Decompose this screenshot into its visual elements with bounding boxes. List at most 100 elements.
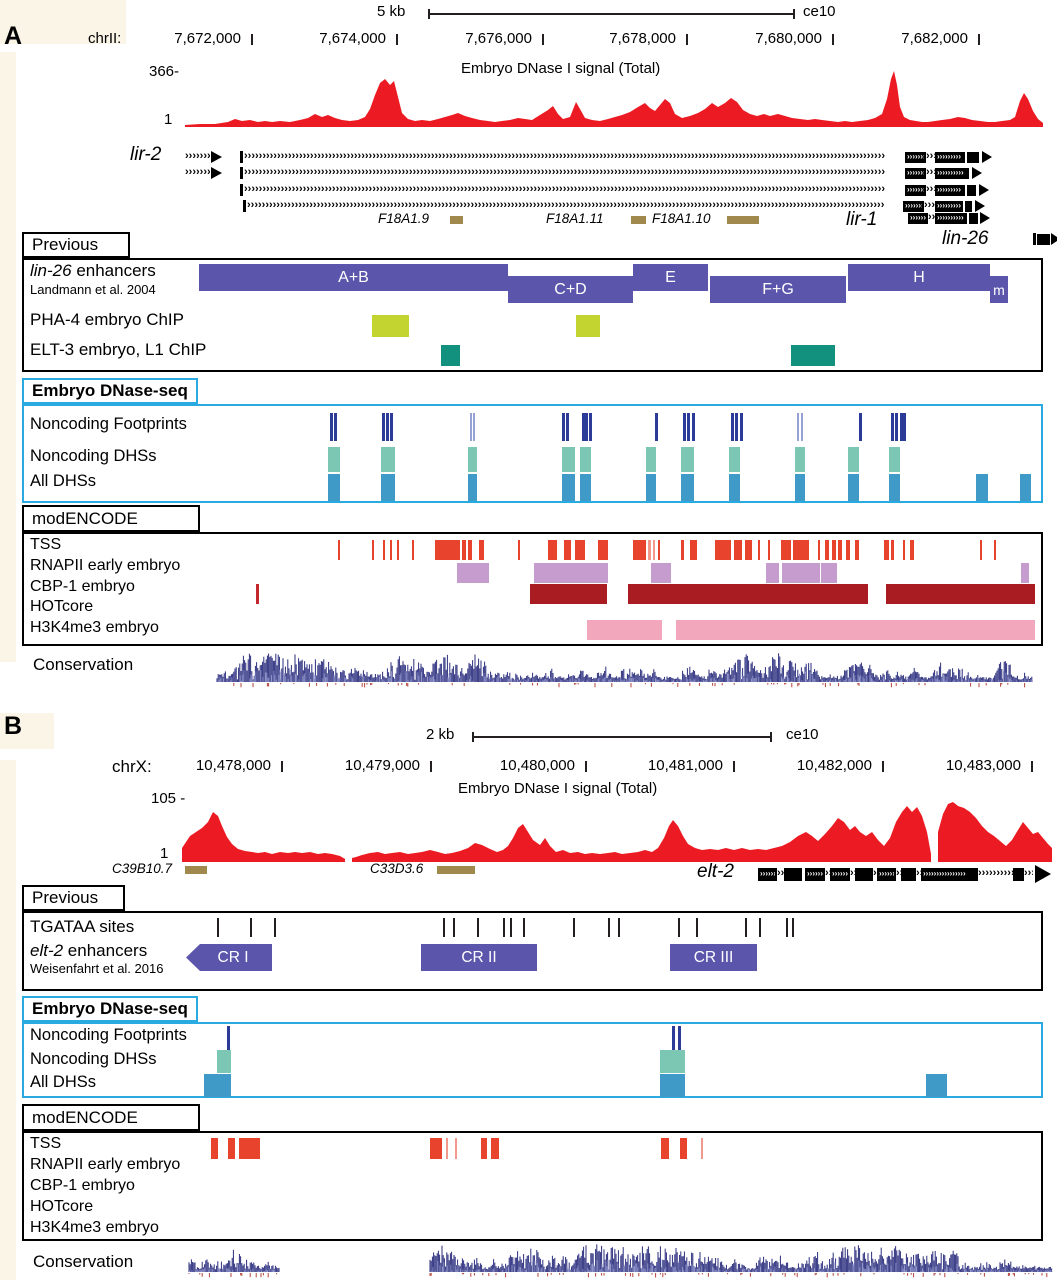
tgataa-tick xyxy=(453,918,455,937)
coordinate-label: 7,676,000 xyxy=(465,30,532,47)
noncoding-dhs-box xyxy=(889,447,900,472)
gene-chevrons: ››››››› xyxy=(832,869,848,879)
all-dhs-box xyxy=(580,474,591,501)
dnase-row-label: Noncoding Footprints xyxy=(30,415,187,433)
tss-mark xyxy=(825,540,829,560)
gene-arrowhead xyxy=(211,151,222,163)
all-dhs-box xyxy=(1020,474,1031,501)
coordinate-label: 10,480,000 xyxy=(499,757,575,774)
coordinate-tick xyxy=(686,34,688,45)
all-dhs-box xyxy=(848,474,859,501)
footprint-tick xyxy=(589,413,592,441)
gene-chevrons: ›››››› xyxy=(879,869,894,879)
rnapii-box xyxy=(457,563,489,583)
scale-bar-end-tick xyxy=(472,732,474,742)
tss-mark xyxy=(768,540,770,560)
tgataa-tick xyxy=(503,918,505,937)
footprint-tick xyxy=(386,413,389,441)
previous-box-label-b: Previous xyxy=(22,885,125,911)
gene-chevrons: ››››››› xyxy=(910,213,926,223)
modencode-row-label: TSS xyxy=(30,536,62,553)
footprint-tick-light xyxy=(801,413,803,441)
tss-mark xyxy=(653,540,655,560)
tgataa-tick xyxy=(573,918,575,937)
coordinate-tick xyxy=(585,761,587,772)
tgataa-tick xyxy=(523,918,525,937)
tgataa-track-label: TGATAA sites xyxy=(30,917,135,936)
footprint-tick xyxy=(900,413,903,441)
footprint-tick xyxy=(687,413,690,441)
gene-start-bar xyxy=(240,184,243,196)
tss-mark xyxy=(781,540,791,560)
gene-chevrons: ›››› xyxy=(896,867,901,880)
gene-exon xyxy=(935,184,965,196)
gene-start-bar xyxy=(243,200,246,212)
previous-track-box-b xyxy=(22,911,1043,991)
modencode-box-label-a: modENCODE xyxy=(22,505,200,532)
all-dhs-box xyxy=(381,474,395,501)
tgataa-tick xyxy=(696,918,698,937)
tss-mark xyxy=(846,540,850,560)
gene-chevrons: ››››› xyxy=(926,183,935,196)
dnase-row-label: All DHSs xyxy=(30,472,97,490)
footprint-tick xyxy=(562,413,565,441)
orf-label: F18A1.10 xyxy=(652,211,711,226)
coordinate-tick xyxy=(430,761,432,772)
all-dhs-box xyxy=(468,474,477,501)
gene-chevrons: ››››››› xyxy=(905,201,922,211)
enhancer-box-C+D: C+D xyxy=(508,276,633,303)
coordinate-label: 10,478,000 xyxy=(195,757,271,774)
gene-arrowhead xyxy=(979,184,989,196)
enhancer-track-sublabel-a: Landmann et al. 2004 xyxy=(30,282,156,297)
footprint-tick xyxy=(585,413,588,441)
tss-mark xyxy=(575,540,585,560)
gene-exon xyxy=(935,167,969,179)
cbp1-tick xyxy=(256,584,259,604)
dnase-row-label: Noncoding Footprints xyxy=(30,1026,187,1044)
gene-exon xyxy=(908,212,928,224)
previous-box-label-text-b: Previous xyxy=(32,888,99,907)
rnapii-box xyxy=(1021,563,1029,583)
orf-label: C39B10.7 xyxy=(112,861,173,876)
gene-exon xyxy=(967,184,976,196)
scale-label-b: 2 kb xyxy=(426,726,455,743)
enhancer-track-label-gene-a: lin-26 xyxy=(30,261,72,280)
orf-box xyxy=(185,866,207,874)
footprint-tick xyxy=(891,413,894,441)
footprint-tick xyxy=(330,413,333,441)
dnase-signal-A xyxy=(185,71,1043,127)
tgataa-tick xyxy=(759,918,761,937)
tgataa-tick xyxy=(443,918,445,937)
tss-mark xyxy=(681,540,684,560)
elt3-track-label: ELT-3 embryo, L1 ChIP xyxy=(30,340,207,359)
enhancer-box-CRII: CR II xyxy=(421,944,537,971)
tss-mark xyxy=(680,1138,687,1159)
orf-box xyxy=(450,216,463,224)
footprint-tick xyxy=(582,413,585,441)
modencode-box-label-text-b: modENCODE xyxy=(32,1107,138,1127)
tss-mark xyxy=(455,1138,457,1159)
previous-box-label-a: Previous xyxy=(22,232,130,258)
coordinate-label: 7,680,000 xyxy=(755,30,822,47)
tss-mark xyxy=(633,540,646,560)
gene-label-lir-2: lir-2 xyxy=(130,144,162,165)
gene-chevrons: ››››› xyxy=(1024,867,1033,880)
footprint-tick-light xyxy=(470,413,472,441)
dnase-signal-B xyxy=(182,802,1052,862)
enhancer-box-m: m xyxy=(990,276,1008,303)
gene-arrowhead xyxy=(982,151,992,163)
gene-arrowhead xyxy=(1051,233,1057,245)
conservation-label-b: Conservation xyxy=(33,1252,134,1271)
coordinate-label: 7,682,000 xyxy=(901,30,968,47)
gene-exon xyxy=(1013,867,1024,881)
all-dhs-box xyxy=(660,1074,685,1097)
gene-arrowhead xyxy=(975,200,985,212)
noncoding-dhs-box xyxy=(646,447,656,472)
orf-box xyxy=(727,216,759,224)
pha4-chip-box xyxy=(372,315,409,337)
gene-chevrons: ››››››››› xyxy=(937,201,961,211)
footprint-tick xyxy=(672,1026,675,1051)
footprint-tick xyxy=(334,413,337,441)
orf-label: F18A1.11 xyxy=(546,211,604,226)
conservation-track-A xyxy=(216,653,1033,688)
